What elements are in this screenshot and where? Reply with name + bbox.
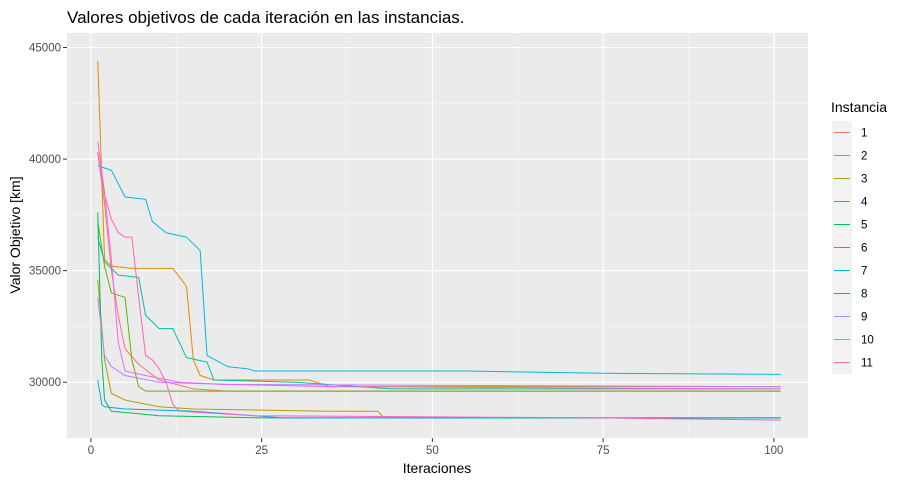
y-axis: 30000 35000 40000 45000 [29,43,67,389]
legend-label-6: 6 [861,243,867,255]
legend-label-10: 10 [861,335,874,347]
legend-label-8: 8 [861,289,867,301]
legend: Instancia 1 2 3 4 5 6 7 8 9 10 11 [831,99,887,374]
plot-panel [67,33,808,438]
legend-label-7: 7 [861,266,867,278]
series-layer [97,60,781,421]
series-line-4 [97,221,781,392]
legend-label-11: 11 [861,358,873,370]
legend-items: 1 2 3 4 5 6 7 8 9 10 11 [832,121,874,374]
x-tick-label: 100 [764,445,783,457]
x-axis-title: Iteraciones [403,460,471,476]
y-axis-title: Valor Objetivo [km] [7,176,23,293]
grid-minor [67,33,808,439]
x-axis: 0 25 50 75 100 [88,438,783,457]
chart-title: Valores objetivos de cada iteración en l… [67,8,465,27]
legend-label-5: 5 [861,220,867,232]
x-tick-label: 75 [597,445,610,457]
series-line-2 [97,60,781,388]
series-line-7 [97,165,781,375]
legend-label-3: 3 [861,174,867,186]
x-tick-label: 25 [255,445,268,457]
series-line-8 [97,379,781,419]
legend-title: Instancia [831,99,887,115]
series-line-6 [97,237,781,390]
y-tick-label: 35000 [29,266,61,278]
y-tick-label: 45000 [29,43,61,55]
series-line-3 [97,279,781,419]
legend-label-1: 1 [861,128,867,140]
legend-label-4: 4 [861,197,868,209]
series-line-11 [97,152,781,421]
legend-label-9: 9 [861,312,867,324]
grid-major [67,33,808,438]
x-tick-label: 0 [88,445,94,457]
legend-label-2: 2 [861,151,867,163]
series-line-10 [97,141,781,390]
y-tick-label: 40000 [29,154,61,166]
x-tick-label: 50 [426,445,439,457]
y-tick-label: 30000 [29,377,61,389]
